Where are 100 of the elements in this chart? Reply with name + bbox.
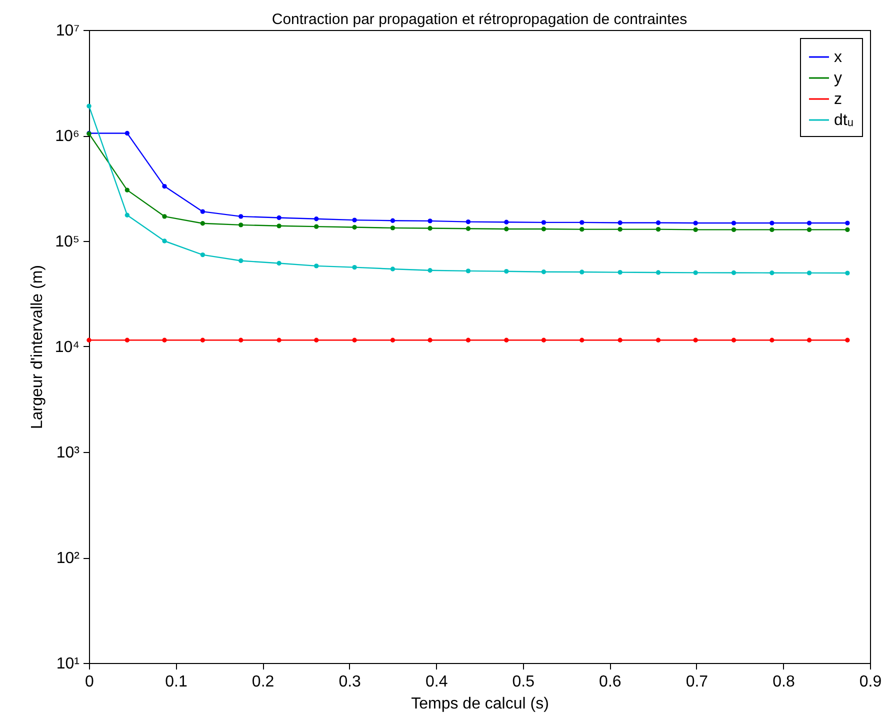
point bbox=[693, 220, 698, 226]
point bbox=[504, 220, 509, 224]
point bbox=[845, 227, 850, 232]
point bbox=[845, 270, 850, 276]
point bbox=[124, 130, 130, 136]
y-axis-title: Largeur d'intervalle (m) bbox=[28, 264, 46, 430]
x-tick-label: 0.5 bbox=[512, 674, 535, 690]
legend-label: x bbox=[834, 49, 842, 66]
x-tick-label: 0.3 bbox=[338, 674, 362, 690]
point bbox=[314, 216, 319, 222]
chart-title: Contraction par propagation et rétropropagation de contraintes bbox=[272, 11, 688, 28]
y-tick-label: 10² bbox=[56, 550, 80, 567]
y-tick-label: 10⁷ bbox=[56, 22, 80, 40]
point bbox=[806, 227, 812, 232]
point bbox=[238, 214, 244, 219]
point bbox=[541, 338, 546, 342]
point bbox=[428, 338, 432, 342]
point bbox=[390, 266, 396, 272]
point bbox=[200, 221, 206, 226]
point bbox=[580, 270, 584, 274]
point bbox=[162, 338, 167, 342]
point bbox=[770, 227, 774, 232]
point bbox=[390, 226, 396, 230]
point bbox=[618, 338, 622, 342]
point bbox=[693, 270, 698, 276]
point bbox=[731, 220, 736, 226]
point bbox=[276, 224, 282, 228]
point bbox=[731, 338, 736, 342]
legend-label: y bbox=[834, 70, 842, 87]
point bbox=[124, 212, 130, 218]
point bbox=[770, 220, 774, 226]
point bbox=[541, 226, 546, 232]
point bbox=[200, 209, 206, 214]
point bbox=[162, 214, 167, 219]
point bbox=[200, 338, 206, 342]
x-tick-label: 0.8 bbox=[772, 674, 795, 690]
point bbox=[504, 268, 509, 274]
point bbox=[618, 226, 622, 232]
point bbox=[770, 338, 774, 342]
point bbox=[352, 264, 357, 270]
point bbox=[124, 338, 130, 342]
point bbox=[314, 338, 319, 342]
point bbox=[314, 264, 319, 268]
point bbox=[656, 220, 661, 226]
x-axis-title: Temps de calcul (s) bbox=[411, 696, 549, 712]
point bbox=[466, 268, 471, 274]
x-tick-label: 0.2 bbox=[252, 674, 274, 690]
point bbox=[466, 338, 471, 342]
point bbox=[86, 338, 92, 342]
point bbox=[314, 224, 319, 229]
point bbox=[352, 224, 357, 230]
point bbox=[504, 226, 509, 232]
point bbox=[806, 220, 812, 226]
point bbox=[845, 220, 850, 226]
legend-label: z bbox=[834, 91, 842, 108]
y-tick-label: 10⁵ bbox=[55, 234, 80, 250]
point bbox=[276, 215, 282, 220]
point bbox=[656, 338, 661, 342]
point bbox=[770, 270, 774, 276]
point bbox=[428, 218, 432, 224]
point bbox=[162, 238, 167, 244]
x-tick-label: 0.6 bbox=[599, 674, 622, 690]
point bbox=[580, 220, 584, 225]
x-tick-label: 0.7 bbox=[686, 674, 708, 690]
point bbox=[731, 270, 736, 276]
point bbox=[693, 338, 698, 342]
x-tick-label: 0.9 bbox=[859, 674, 882, 690]
point bbox=[86, 104, 92, 108]
point bbox=[352, 338, 357, 342]
point bbox=[504, 338, 509, 342]
point bbox=[693, 227, 698, 232]
point bbox=[124, 188, 130, 192]
point bbox=[428, 226, 432, 231]
point bbox=[276, 260, 282, 266]
point bbox=[618, 270, 622, 275]
point bbox=[238, 258, 244, 264]
y-tick-label: 10¹ bbox=[56, 656, 80, 672]
point bbox=[238, 338, 244, 342]
legend-label: dtᵤ bbox=[834, 112, 854, 129]
y-tick-label: 10³ bbox=[56, 444, 80, 462]
point bbox=[541, 270, 546, 274]
y-tick-label: 10⁶ bbox=[55, 128, 80, 145]
point bbox=[845, 338, 850, 342]
point bbox=[580, 226, 584, 232]
x-tick-label: 0.4 bbox=[425, 674, 448, 690]
point bbox=[806, 338, 812, 342]
point bbox=[541, 220, 546, 225]
point bbox=[390, 338, 396, 342]
point bbox=[731, 227, 736, 232]
point bbox=[162, 184, 167, 189]
point bbox=[238, 222, 244, 228]
point bbox=[390, 218, 396, 223]
point bbox=[580, 338, 584, 342]
x-tick-label: 0 bbox=[85, 674, 94, 690]
point bbox=[466, 219, 471, 224]
point bbox=[276, 338, 282, 342]
point bbox=[428, 268, 432, 273]
point bbox=[466, 226, 471, 231]
x-tick-label: 0.1 bbox=[165, 674, 188, 690]
point bbox=[656, 270, 661, 275]
